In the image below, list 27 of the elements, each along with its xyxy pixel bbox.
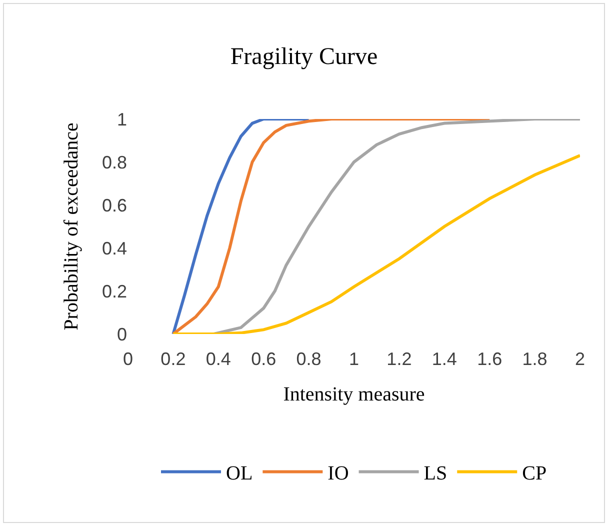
legend-label: IO (328, 462, 349, 485)
x-tick-label: 1.8 (522, 349, 548, 369)
line-series (212, 119, 580, 334)
x-axis-title: Intensity measure (283, 384, 425, 406)
x-tick-label: 0.4 (206, 349, 231, 369)
line-series (172, 154, 580, 334)
x-tick-label: 1.2 (386, 349, 412, 369)
line-series (172, 119, 492, 334)
legend-label: OL (226, 462, 253, 485)
y-tick-label: 0.6 (102, 195, 127, 216)
x-tick-label: 1.6 (477, 349, 502, 369)
x-tick-label: 1.4 (432, 349, 457, 369)
x-tick-label: 2 (574, 349, 586, 369)
y-axis-title: Probability of exceedance (60, 122, 82, 330)
y-tick-label: 0 (116, 324, 127, 344)
x-tick-label: 0.8 (296, 349, 322, 369)
y-tick-label: 0.4 (102, 238, 127, 258)
line-series (172, 119, 310, 334)
y-tick-label: 0.2 (102, 281, 127, 302)
x-tick-label: 1 (348, 349, 360, 369)
y-tick-label: 1 (116, 109, 127, 130)
y-tick-label: 0.8 (102, 152, 127, 172)
legend-label: CP (522, 462, 547, 485)
legend-label: LS (424, 462, 448, 485)
chart-title: Fragility Curve (230, 44, 378, 70)
x-tick-label: 0.2 (160, 349, 186, 369)
x-tick-label: 0.6 (251, 349, 276, 369)
